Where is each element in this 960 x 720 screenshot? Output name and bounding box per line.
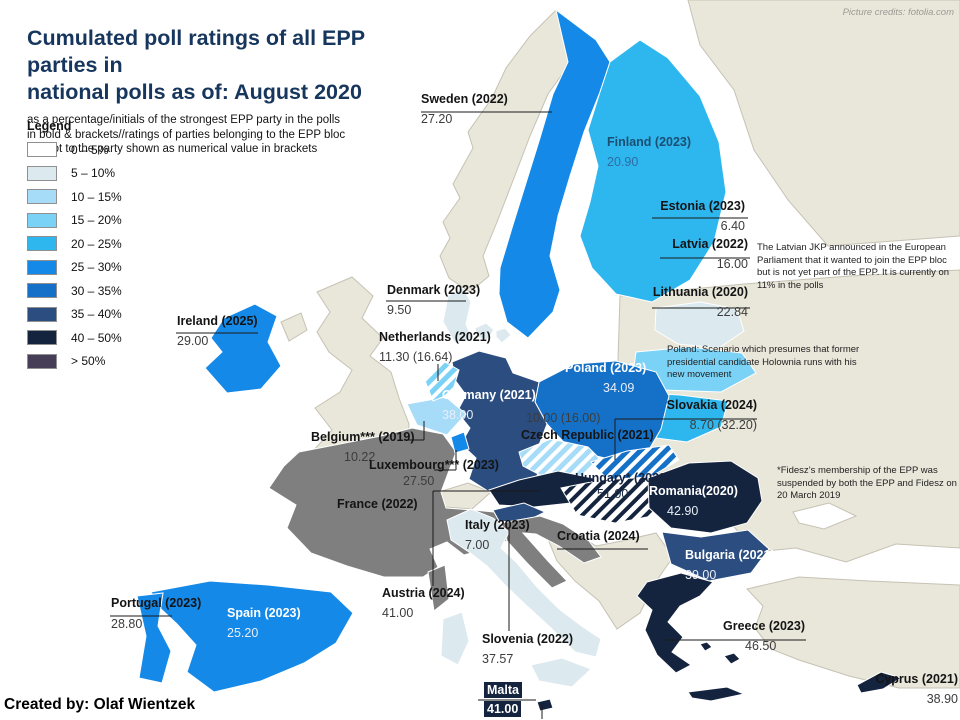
country-croatia [500,515,602,589]
legend-swatch [27,236,57,251]
legend-item: > 50% [27,353,122,369]
label-spain: Spain (2023) 25.20 [227,606,301,640]
legend-heading: Legend [27,119,72,133]
label-romania: Romania(2020) 42.90 [649,484,738,518]
legend-swatch [27,165,57,181]
crimea [792,502,858,530]
legend-swatch [27,212,57,228]
country-greece [636,572,746,702]
country-malta [536,698,554,712]
country-northern-ireland [280,312,308,342]
label-slovenia: Slovenia (2022) 37.57 [482,632,574,666]
label-italy: Italy (2023) 7.00 [465,518,530,552]
country-cyprus [856,671,903,694]
note-poland-scenario: Poland: Scenario which presumes that for… [667,344,860,380]
legend-swatch [27,306,57,322]
label-portugal: Portugal (2023) 28.80 [111,596,202,631]
label-luxembourg: Luxembourg*** (2023) 27.50 [369,458,499,488]
country-norway [439,9,597,293]
legend: Legend 0 – 5% 5 – 10% 10 – 15% 15 – 20% … [27,119,122,377]
label-germany: Germany (2021) 38.00 [442,388,536,422]
label-latvia: Latvia (2022) 16.00 [672,237,748,271]
subtitle: as a percentage/initials of the stronges… [27,114,346,155]
label-belgium: Belgium*** (2019) 10.22 [311,430,415,464]
country-czech-republic [518,438,604,478]
legend-item: 35 – 40% [27,306,122,322]
country-estonia [654,301,745,349]
country-netherlands [423,360,460,402]
eu-countries [136,8,903,712]
country-finland [579,39,727,303]
country-sweden [498,8,611,339]
label-hungary: Hungary* (2022) 51.00 [575,471,671,501]
label-denmark: Denmark (2023) 9.50 [387,283,481,317]
label-estonia: Estonia (2023) 6.40 [660,199,745,233]
legend-swatch [27,330,57,345]
country-sicily [530,657,592,688]
legend-item: 5 – 10% [27,165,122,181]
label-france: France (2022) [337,497,418,511]
label-lithuania: Lithuania (2020) 22.84 [652,285,748,319]
legend-item: 30 – 35% [27,283,122,298]
label-slovakia: Slovakia (2024) 8.70 (32.20) [666,398,757,432]
legend-swatch [27,283,57,298]
label-finland: Finland (2023) 20.90 [607,135,692,169]
country-denmark [442,287,512,344]
country-bulgaria [661,529,770,582]
legend-item: 15 – 20% [27,212,122,228]
label-poland: Poland (2023) 34.09 [565,361,647,395]
label-malta: Malta 41.00 [484,681,522,717]
header: Cumulated poll ratings of all EPP partie… [27,25,427,157]
legend-swatch [27,259,57,275]
label-greece: Greece (2023) 46.50 [723,619,806,653]
country-sardinia [440,611,470,666]
label-croatia: Croatia (2024) [557,529,640,543]
country-romania [647,460,763,534]
note-fidesz-suspension: *Fidesz’s membership of the EPP was susp… [777,465,957,501]
legend-item: 40 – 50% [27,330,122,345]
legend-swatch [27,353,57,369]
note-latvia-jkp: The Latvian JKP announced in the Europea… [757,242,950,291]
legend-item: 10 – 15% [27,189,122,204]
created-by: Created by: Olaf Wientzek [4,696,196,713]
label-czech-republic: 10.00 (16.00) Czech Republic (2021) [521,411,654,442]
legend-swatch [27,189,57,204]
label-ireland: Ireland (2025) 29.00 [177,314,258,348]
leader-lines [110,111,806,719]
country-russia-north [687,0,960,247]
label-sweden: Sweden (2022) 27.20 [421,92,508,126]
country-spain [150,580,354,693]
legend-item: 0 – 5% [27,142,122,157]
page-title: Cumulated poll ratings of all EPP partie… [27,26,365,104]
label-austria: Austria (2024) 41.00 [382,586,465,620]
country-luxembourg [450,431,470,454]
label-netherlands: Netherlands (2021) 11.30 (16.64) [379,330,491,364]
label-cyprus: Cyprus (2021) 38.90 [875,672,958,706]
label-bulgaria: Bulgaria (2021) 39.00 [685,548,775,582]
legend-item: 20 – 25% [27,236,122,251]
country-ireland [204,303,282,394]
picture-credits: Picture credits: fotolia.com [842,7,954,18]
legend-swatch [27,142,57,157]
legend-item: 25 – 30% [27,259,122,275]
